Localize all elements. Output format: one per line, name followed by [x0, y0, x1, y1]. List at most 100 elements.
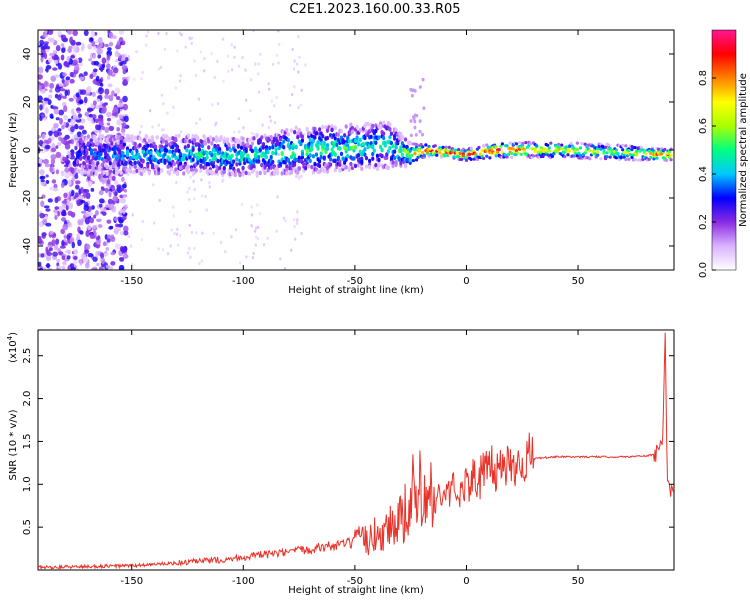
noise-point	[116, 186, 123, 194]
spectral-point	[214, 135, 219, 140]
colorbar-ticks: 0.0 0.2 0.4 0.6 0.8	[698, 70, 716, 278]
spectral-point	[464, 155, 469, 159]
noise-point	[157, 31, 160, 35]
spectral-point	[208, 135, 212, 140]
spectral-point	[300, 155, 305, 160]
noise-point	[40, 88, 46, 94]
noise-point	[49, 89, 53, 93]
noise-point	[178, 31, 182, 35]
noise-point	[114, 243, 121, 250]
spectral-point	[550, 154, 554, 158]
noise-point	[109, 225, 114, 229]
noise-point	[100, 252, 105, 259]
spectral-point	[371, 144, 375, 149]
noise-point	[60, 54, 65, 61]
noise-point	[121, 122, 127, 128]
spectral-point	[521, 141, 525, 145]
spectral-point	[421, 151, 425, 155]
noise-point	[52, 187, 59, 192]
spectral-point	[194, 168, 198, 173]
spectral-point	[413, 152, 417, 156]
spectral-point	[344, 124, 348, 129]
spectral-point	[269, 165, 273, 170]
noise-point	[271, 62, 275, 66]
spectral-point	[375, 166, 380, 172]
spectral-point	[511, 147, 515, 151]
spectral-point	[105, 164, 109, 170]
noise-point	[295, 221, 299, 226]
noise-point	[91, 267, 96, 270]
noise-point	[116, 40, 121, 47]
spectral-point	[319, 151, 323, 156]
noise-point	[210, 51, 213, 56]
noise-point	[76, 131, 82, 138]
spectral-point	[166, 164, 170, 169]
spectral-point	[139, 163, 144, 169]
noise-point	[87, 180, 93, 187]
spectral-point	[510, 151, 514, 156]
noise-point	[111, 186, 116, 191]
noise-point	[295, 219, 299, 223]
spectral-point	[260, 162, 264, 168]
spectral-point	[433, 144, 437, 148]
noise-point	[203, 56, 206, 61]
spectral-point	[160, 144, 164, 149]
noise-point	[116, 184, 122, 189]
spectral-point	[174, 137, 178, 142]
spectral-point	[197, 143, 201, 148]
noise-point	[121, 183, 127, 189]
noise-point	[61, 210, 67, 217]
noise-point	[68, 139, 72, 144]
noise-point	[72, 59, 78, 66]
spectral-point	[614, 148, 619, 152]
noise-point	[55, 145, 59, 149]
spectral-point	[599, 142, 603, 146]
spectral-point	[621, 148, 625, 152]
spectral-point	[325, 143, 330, 148]
spectral-point	[94, 169, 98, 174]
spectral-point	[86, 141, 91, 146]
noise-point	[79, 230, 84, 235]
spectral-point	[191, 157, 195, 162]
noise-point	[296, 210, 299, 214]
spectral-point	[97, 145, 101, 150]
spectral-point	[210, 171, 214, 176]
noise-point	[38, 146, 41, 151]
noise-point	[251, 255, 255, 260]
noise-point	[123, 189, 128, 193]
spectral-point	[422, 106, 426, 111]
spectral-point	[578, 146, 583, 150]
noise-point	[56, 210, 61, 217]
spectral-point	[377, 163, 381, 168]
noise-point	[114, 217, 118, 222]
spectral-point	[403, 137, 408, 142]
spectral-point	[91, 164, 95, 170]
noise-point	[114, 87, 120, 92]
noise-point	[101, 187, 106, 192]
spectral-point	[258, 170, 262, 176]
spectral-point	[633, 158, 637, 162]
spectral-point	[79, 137, 83, 142]
spectral-point	[322, 140, 326, 146]
spectral-point	[421, 77, 425, 82]
spectral-point	[505, 155, 509, 159]
spectral-point	[575, 147, 579, 151]
spectral-point	[89, 171, 94, 176]
spectral-point	[168, 149, 172, 154]
spectral-point	[308, 137, 312, 143]
noise-point	[193, 187, 196, 192]
spectral-point	[369, 134, 373, 140]
noise-point	[83, 204, 89, 212]
noise-point	[216, 173, 219, 177]
noise-point	[98, 190, 104, 196]
noise-point	[104, 94, 110, 99]
spectral-point	[86, 156, 91, 161]
spectral-point	[150, 135, 155, 140]
noise-point	[116, 126, 120, 132]
spectral-point	[219, 136, 223, 142]
spectral-point	[533, 149, 537, 153]
noise-point	[110, 261, 116, 266]
noise-point	[244, 98, 248, 102]
noise-point	[165, 32, 168, 36]
spectral-point	[414, 133, 418, 137]
